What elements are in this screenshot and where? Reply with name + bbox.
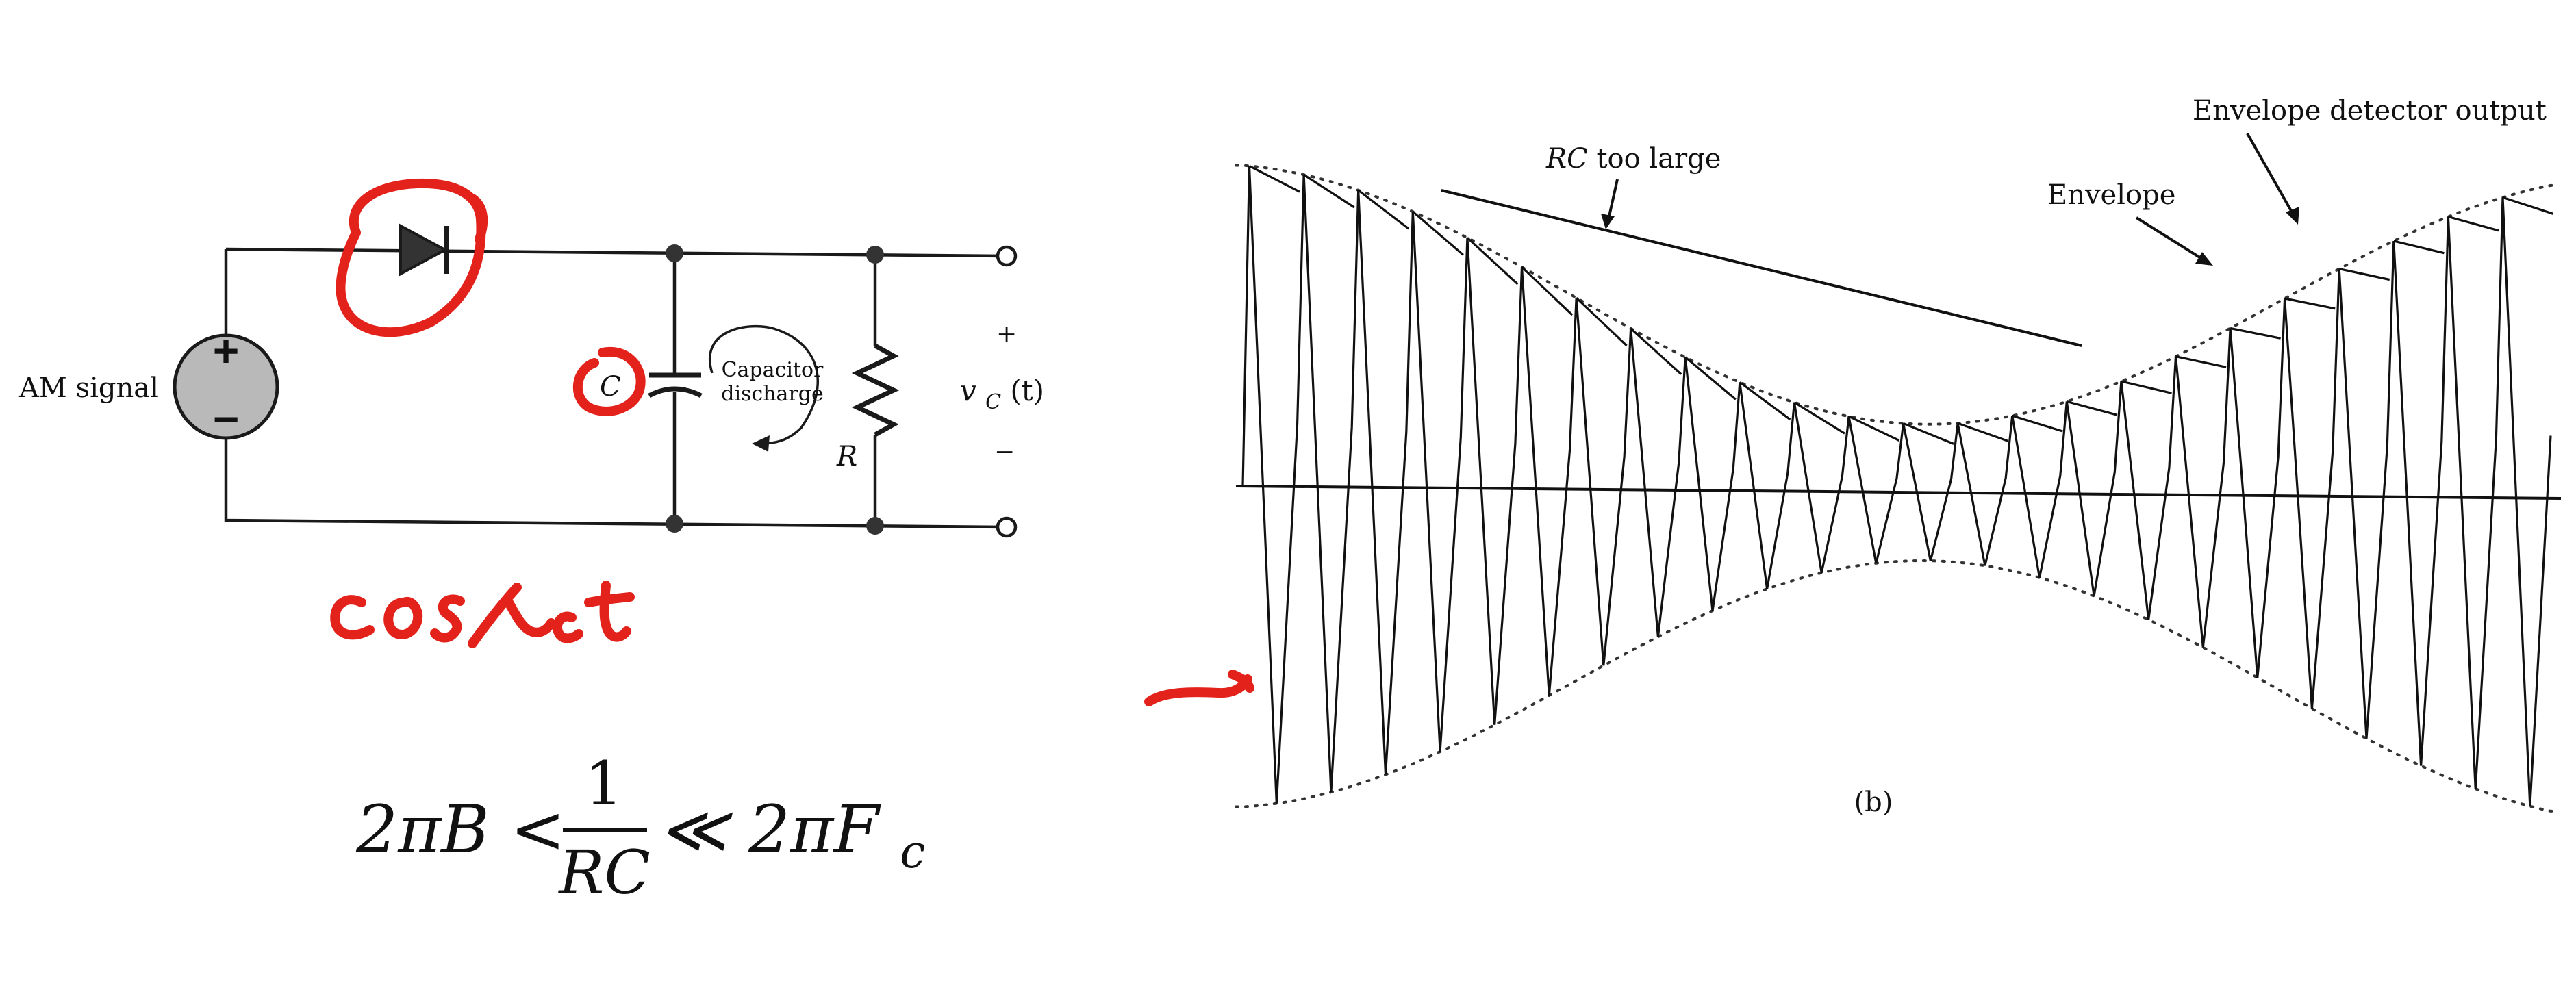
source-plus-sign: +: [213, 325, 240, 376]
lower-envelope: [1235, 559, 2560, 813]
formula-lhs: 2πB <: [355, 791, 566, 868]
detector-output-arrowhead: [2286, 207, 2299, 225]
rc-too-large-label: RC too large: [1545, 143, 1721, 175]
formula-numerator: 1: [585, 748, 623, 819]
output-voltage-label: v C (t): [960, 374, 1044, 416]
upper-envelope: [1235, 164, 2560, 426]
am-source-symbol: + −: [173, 325, 279, 444]
resistor-symbol: [851, 255, 900, 526]
detector-output-leader: [2246, 133, 2295, 216]
rc-label-italic: RC: [1545, 143, 1588, 175]
output-voltage-var: v: [960, 374, 976, 407]
diode-circle-annotation: [336, 178, 488, 337]
output-minus-sign: −: [994, 438, 1015, 466]
capacitor-label: C: [600, 371, 621, 403]
output-terminal-top: [996, 245, 1018, 267]
resistor-label: R: [836, 441, 857, 472]
envelope-detector-circuit: + − AM signal C Capacitor discharge R + …: [18, 223, 1044, 538]
source-minus-sign: −: [213, 394, 240, 444]
time-axis: [1235, 485, 2562, 500]
handwritten-note: [330, 581, 635, 648]
am-carrier-waveform: [1241, 166, 2552, 806]
envelope-arrowhead: [2195, 252, 2213, 266]
handwritten-note-text: cos Ω_c t: [0, 0, 3, 1]
detector-output-label: Envelope detector output: [2193, 95, 2547, 127]
capacitor-symbol: [648, 253, 703, 524]
node-dot: [666, 515, 683, 533]
formula-rhs: ≪ 2πF c: [659, 791, 925, 878]
figure-caption: (b): [1854, 787, 1893, 818]
output-plus-sign: +: [996, 320, 1017, 348]
node-dot: [866, 517, 884, 535]
rc-label-arrowhead: [1601, 214, 1615, 229]
formula-rhs-subscript: c: [900, 826, 925, 878]
rc-condition-formula: 2πB < 1 RC ≪ 2πF c: [355, 748, 925, 908]
handwritten-annotations: cos Ω_c t: [0, 0, 1254, 706]
envelope-detector-waveform: RC too large Envelope Envelope detector …: [1235, 95, 2562, 818]
envelope-leader: [2135, 216, 2208, 263]
formula-rhs-main: ≪ 2πF: [659, 791, 881, 868]
detector-output-sawtooth: [1248, 164, 2554, 445]
output-voltage-arg: (t): [1010, 374, 1044, 407]
rc-label-rest: too large: [1588, 143, 1721, 175]
discharge-label-line2: discharge: [721, 382, 824, 406]
am-signal-label: AM signal: [18, 372, 159, 404]
output-voltage-subscript: C: [985, 390, 1001, 414]
formula-denominator: RC: [557, 837, 651, 908]
discharge-arrow: [709, 324, 819, 452]
discharge-label-line1: Capacitor: [722, 358, 824, 382]
node-dot: [866, 246, 884, 264]
node-dot: [666, 244, 683, 262]
rc-too-large-decay-line: [1441, 189, 2082, 347]
capacitor-circle-annotation: [572, 346, 646, 416]
red-arrow-annotation: [1144, 670, 1254, 706]
envelope-label: Envelope: [2047, 179, 2175, 211]
diode-symbol: [399, 223, 449, 277]
output-terminal-bottom: [996, 516, 1018, 538]
